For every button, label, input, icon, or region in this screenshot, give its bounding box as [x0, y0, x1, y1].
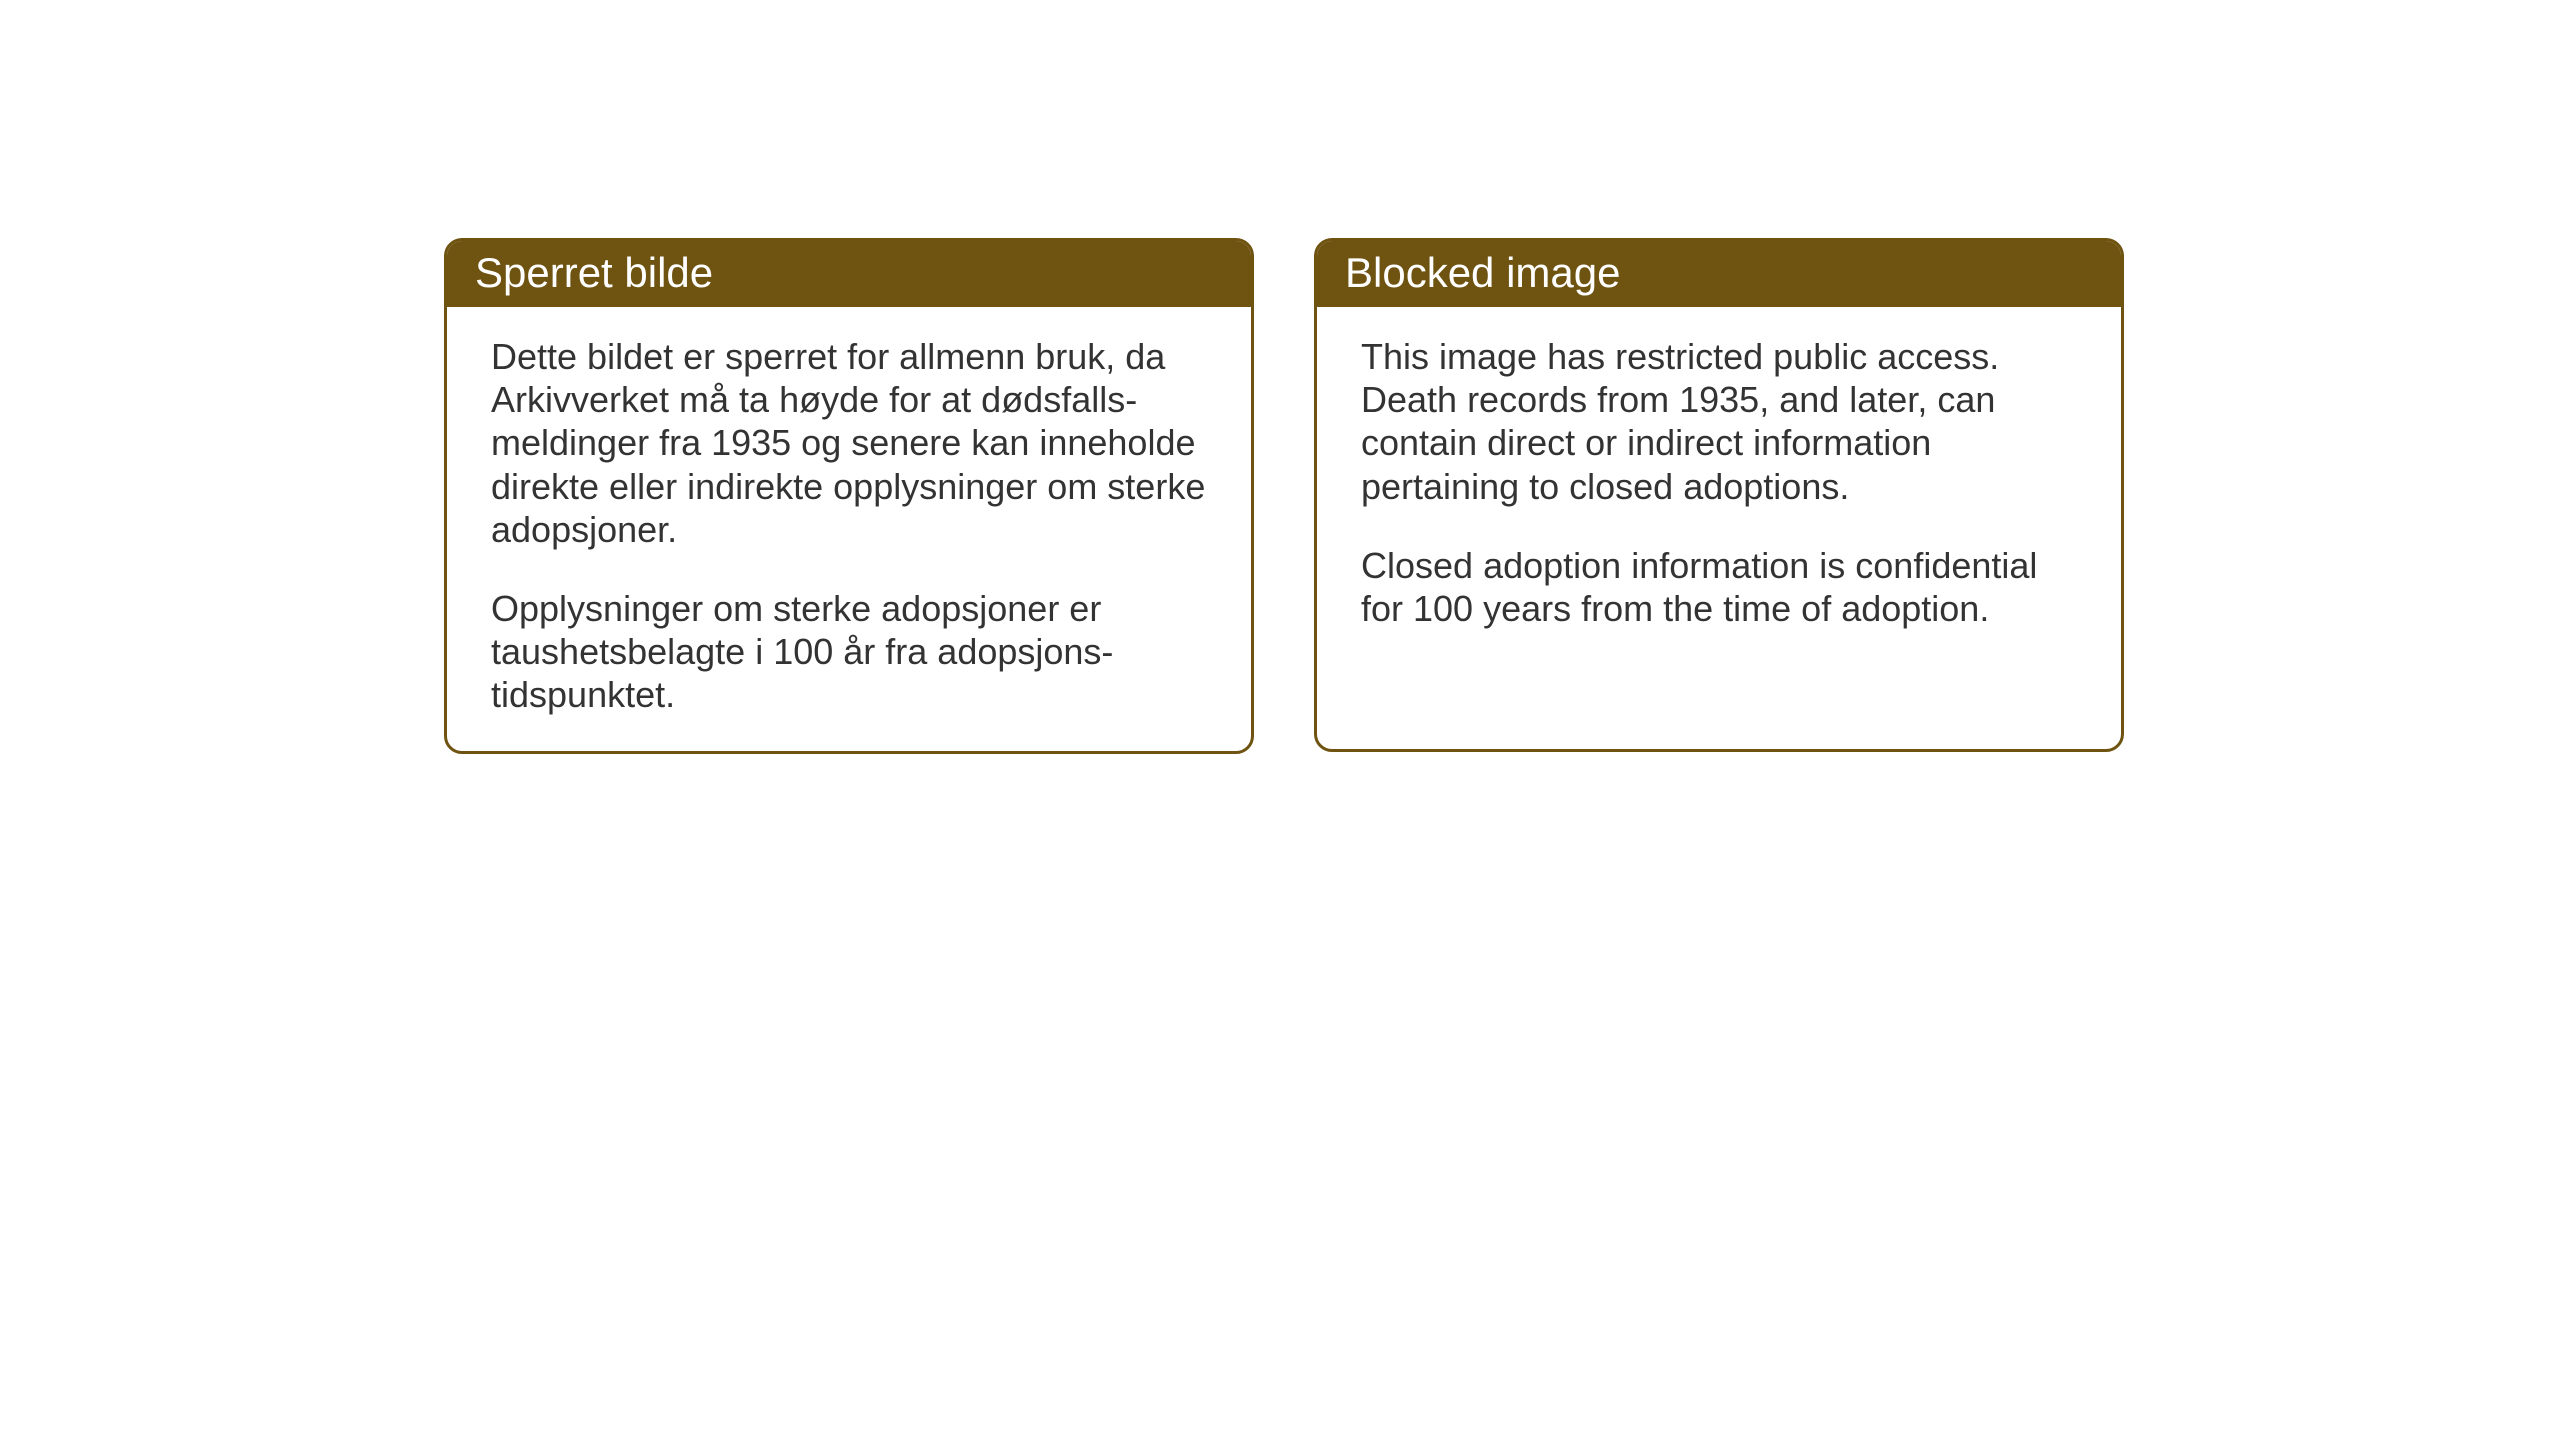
english-paragraph-2: Closed adoption information is confident…: [1361, 544, 2077, 630]
norwegian-paragraph-1: Dette bildet er sperret for allmenn bruk…: [491, 335, 1207, 551]
norwegian-paragraph-2: Opplysninger om sterke adopsjoner er tau…: [491, 587, 1207, 717]
norwegian-card-title: Sperret bilde: [447, 241, 1251, 307]
english-notice-card: Blocked image This image has restricted …: [1314, 238, 2124, 752]
norwegian-card-body: Dette bildet er sperret for allmenn bruk…: [447, 307, 1251, 751]
norwegian-notice-card: Sperret bilde Dette bildet er sperret fo…: [444, 238, 1254, 754]
notice-container: Sperret bilde Dette bildet er sperret fo…: [444, 238, 2124, 754]
english-card-body: This image has restricted public access.…: [1317, 307, 2121, 664]
english-card-title: Blocked image: [1317, 241, 2121, 307]
english-paragraph-1: This image has restricted public access.…: [1361, 335, 2077, 508]
